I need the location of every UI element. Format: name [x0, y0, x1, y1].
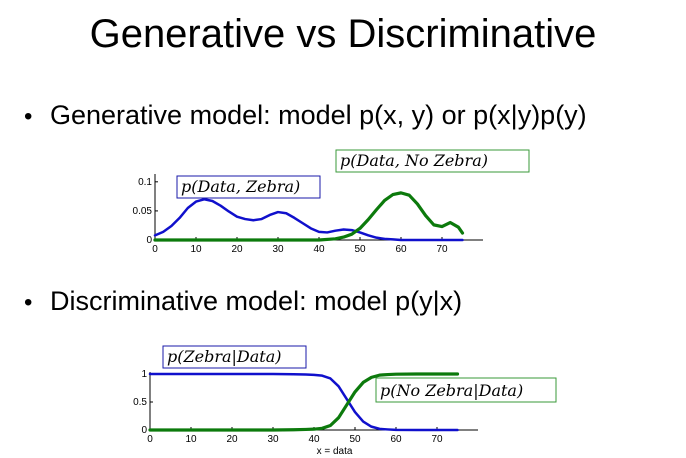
x-tick-label: 30	[272, 244, 284, 255]
x-tick-label: 40	[308, 434, 320, 445]
x-tick-label: 50	[349, 434, 361, 445]
series-label-box	[162, 345, 307, 369]
series-label: p(Zebra|Data)	[167, 347, 281, 366]
x-tick-label: 10	[190, 244, 202, 255]
x-tick-label: 70	[436, 244, 448, 255]
bullet-marker: •	[24, 289, 33, 316]
series-line-1	[148, 372, 459, 432]
y-tick-label: 0	[141, 425, 147, 436]
series-label-box	[335, 149, 530, 173]
y-tick-label: 1	[141, 369, 147, 380]
x-tick-label: 60	[390, 434, 402, 445]
y-tick-label: 0.5	[133, 397, 147, 408]
x-tick-label: 0	[147, 434, 153, 445]
bullet-text: Discriminative model: model p(y|x)	[50, 286, 463, 316]
series-line-2	[148, 372, 460, 432]
bullet-discriminative: • Discriminative model: model p(y|x)	[24, 286, 462, 317]
y-tick-label: 0	[146, 235, 152, 246]
slide-title: Generative vs Discriminative	[89, 12, 597, 56]
x-axis-label: x = data	[317, 446, 353, 457]
x-tick-label: 40	[313, 244, 325, 255]
x-tick-label: 60	[395, 244, 407, 255]
y-tick-label: 0.1	[138, 177, 152, 188]
series-label-box	[375, 377, 557, 403]
bullet-marker: •	[24, 103, 33, 130]
series-label: p(Data, No Zebra)	[340, 151, 488, 170]
chart-2: 0 10 20 30 40 50 60 70 0 0.5 1 p(Zebra|Data) p(No Ze…	[133, 345, 557, 457]
y-tick-label: 0.05	[133, 206, 153, 217]
x-tick-label: 20	[226, 434, 238, 445]
series-line-1	[153, 198, 464, 242]
x-tick-label: 30	[267, 434, 279, 445]
series-line-2	[153, 191, 465, 242]
series-label: p(No Zebra|Data)	[380, 381, 523, 400]
series-label: p(Data, Zebra)	[181, 177, 300, 196]
x-tick-label: 0	[152, 244, 158, 255]
x-tick-label: 10	[185, 434, 197, 445]
chart-1: 0 10 20 30 40 50 60 70 0 0.05 0.1 p(Data, Zebra) p(D…	[133, 149, 530, 255]
x-tick-label: 20	[231, 244, 243, 255]
x-tick-label: 70	[431, 434, 443, 445]
bullet-generative: • Generative model: model p(x, y) or p(x|…	[24, 100, 587, 131]
series-label-box	[176, 175, 321, 199]
x-tick-label: 50	[354, 244, 366, 255]
bullet-text: Generative model: model p(x, y) or p(x|y…	[50, 100, 587, 130]
